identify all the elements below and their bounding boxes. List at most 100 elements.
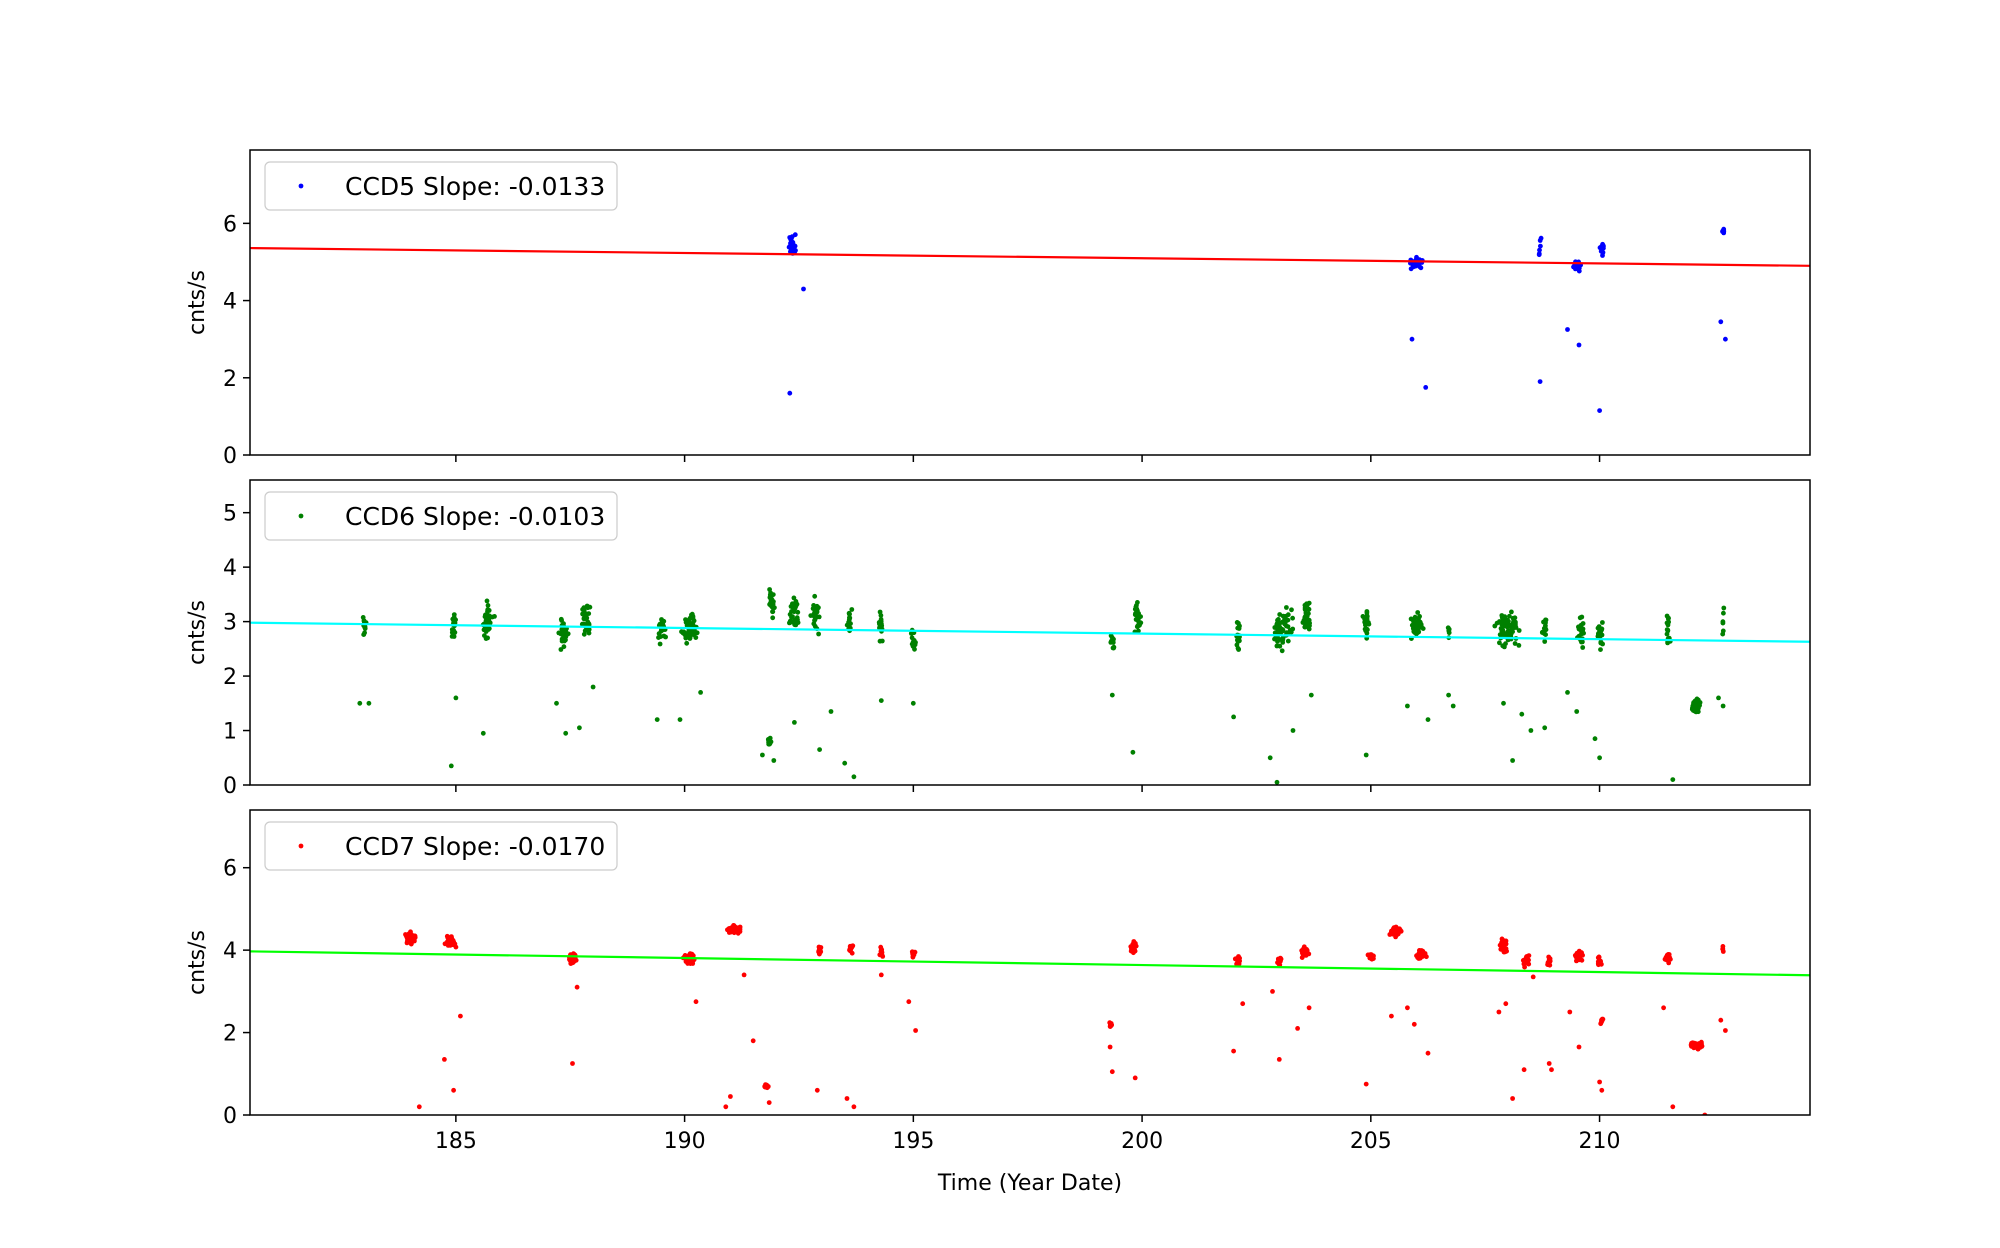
legend: CCD7 Slope: -0.0170 [264, 821, 618, 871]
data-point [1522, 964, 1527, 970]
data-point [1411, 618, 1417, 623]
data-point [1546, 1061, 1552, 1066]
data-point [844, 1096, 850, 1101]
data-point [1528, 728, 1534, 733]
data-point [1107, 1044, 1113, 1050]
data-point [1500, 629, 1505, 635]
data-point [559, 618, 564, 623]
data-point [573, 957, 579, 963]
data-point [1130, 749, 1136, 755]
data-point [1720, 229, 1725, 234]
data-point [911, 644, 917, 649]
data-point [485, 635, 490, 641]
data-point [1304, 602, 1310, 608]
data-point [1537, 247, 1542, 253]
data-point [1409, 336, 1415, 342]
data-point [1579, 614, 1585, 620]
data-point [770, 601, 776, 607]
data-point [1276, 1057, 1282, 1062]
panel-ccd7: 0 2 4 6 185 190 195 200 205 210 cnts/s CCD7 Slope: … [185, 809, 1811, 1154]
data-point [458, 1013, 463, 1019]
data-point [1579, 957, 1585, 963]
data-point [1723, 1028, 1728, 1033]
data-point [814, 1087, 820, 1093]
legend-label: CCD6 Slope: -0.0103 [345, 502, 605, 531]
data-point [1425, 717, 1431, 722]
data-point [1721, 605, 1727, 611]
data-point [1500, 643, 1506, 649]
data-point [1304, 613, 1310, 619]
y-axis-label: cnts/s [185, 270, 210, 335]
data-point [790, 614, 795, 619]
data-point [1418, 265, 1424, 271]
data-point [1135, 611, 1140, 617]
data-point [483, 612, 488, 618]
data-point [406, 937, 412, 943]
data-point [1509, 609, 1514, 615]
data-point [811, 621, 817, 627]
data-point [677, 717, 683, 722]
data-point [808, 613, 814, 618]
x-axis-label: Time (Year Date) [937, 1171, 1122, 1196]
data-point [362, 626, 368, 631]
data-point [1501, 943, 1507, 949]
data-point [879, 638, 885, 644]
data-point [416, 1104, 422, 1110]
data-point [1720, 703, 1726, 709]
data-point [570, 1061, 575, 1066]
data-point [1510, 1096, 1515, 1101]
data-point [728, 1094, 733, 1099]
data-point [1131, 945, 1137, 950]
data-point [1500, 618, 1506, 623]
data-point [770, 609, 775, 615]
data-point [1576, 342, 1582, 348]
data-point [1504, 617, 1510, 623]
data-point [1574, 709, 1580, 714]
data-point [1364, 609, 1370, 614]
data-point [656, 635, 661, 640]
data-point [485, 603, 491, 608]
data-point [1290, 626, 1296, 632]
data-point [577, 725, 582, 731]
data-point [1405, 703, 1410, 709]
data-point [1499, 936, 1505, 942]
data-point [790, 603, 795, 609]
data-point [1303, 947, 1308, 953]
data-point [1290, 728, 1296, 733]
data-point [1285, 612, 1291, 618]
data-point [792, 720, 797, 725]
data-point [1308, 692, 1314, 698]
data-point [1132, 948, 1138, 954]
data-point [1277, 612, 1283, 617]
data-point [1236, 646, 1241, 652]
y-tick-label: 6 [223, 857, 237, 882]
data-point [1545, 962, 1551, 967]
data-point [812, 609, 818, 615]
data-point [909, 635, 915, 641]
data-point [698, 690, 703, 695]
data-point [688, 628, 693, 634]
data-point [1695, 1042, 1701, 1048]
x-tick-label: 195 [892, 1129, 934, 1154]
y-tick-label: 3 [223, 611, 237, 636]
x-tick-label: 200 [1121, 1129, 1163, 1154]
data-point [1416, 616, 1421, 622]
legend-marker [298, 843, 304, 849]
y-tick-label: 2 [223, 1022, 237, 1047]
data-point [1516, 628, 1522, 633]
x-tick-label: 210 [1579, 1129, 1621, 1154]
y-axis-label: cnts/s [185, 600, 210, 665]
data-point [878, 972, 884, 978]
data-point [1272, 625, 1278, 630]
data-point [1277, 643, 1283, 649]
data-point [1136, 628, 1141, 634]
data-point [910, 700, 916, 706]
data-point [1510, 758, 1515, 763]
data-point [1289, 607, 1294, 613]
data-point [1394, 930, 1400, 935]
data-point [1364, 626, 1370, 632]
data-point [1597, 755, 1602, 761]
data-point [453, 617, 458, 623]
data-point [906, 999, 912, 1005]
data-point [1501, 700, 1506, 706]
